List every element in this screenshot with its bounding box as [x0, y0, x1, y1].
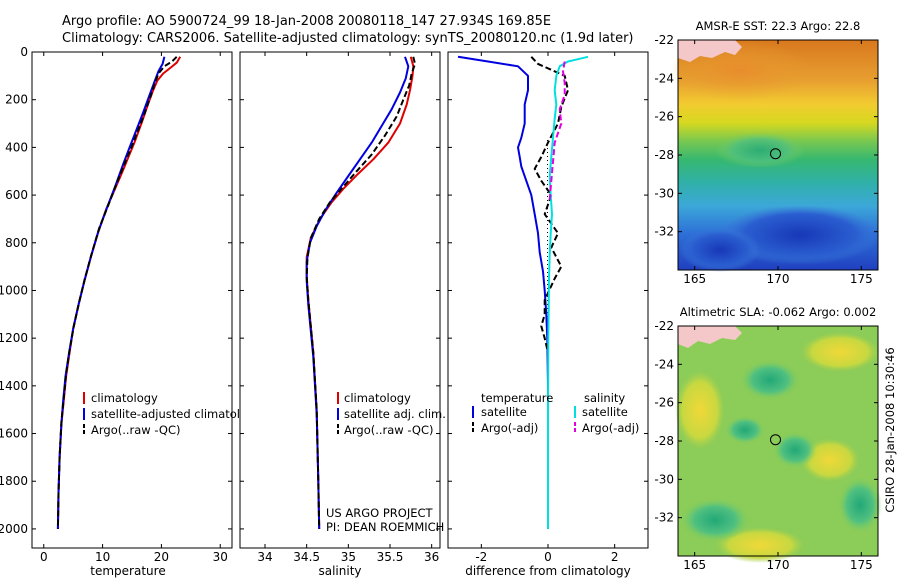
x-tick-label: 36	[424, 550, 439, 564]
y-tick-label: 1200	[0, 331, 28, 345]
map-y-tick-label: -30	[654, 472, 674, 486]
difference-legend: temperature salinity satellite Argo(-adj…	[472, 391, 639, 435]
legend-label-satellite: satellite adj. clim.	[344, 407, 446, 421]
y-tick-label: 0	[20, 45, 28, 59]
y-tick-label: 800	[5, 236, 28, 250]
map-y-tick-label: -26	[654, 396, 674, 410]
map-y-tick-label: -32	[654, 511, 674, 525]
x-tick-label: 0	[40, 550, 48, 564]
y-tick-label: 1400	[0, 379, 28, 393]
legend-label-sal-satellite: satellite	[582, 405, 628, 419]
map-y-tick-label: -24	[654, 71, 674, 85]
temperature-xlabel: temperature	[90, 564, 165, 578]
sla-yellow-blob	[800, 332, 880, 372]
map-y-tick-label: -26	[654, 110, 674, 124]
salinity-panel: 34 34.5 35 35.5 36 climatology satellite adj…	[239, 51, 446, 578]
sla-map-title: Altimetric SLA: -0.062 Argo: 0.002	[680, 305, 877, 319]
sla-green-blob-2	[773, 432, 817, 468]
series-salinity-satellite	[547, 55, 589, 529]
temperature-axes-frame	[31, 51, 233, 549]
x-tick-label: 20	[154, 550, 169, 564]
y-tick-label: 600	[5, 188, 28, 202]
y-tick-label: 2000	[0, 522, 28, 536]
temperature-panel: 0 10 20 30 0 200 400 600 800 1000 1200 1400 1600 1800…	[0, 45, 261, 578]
sla-argo-marker	[770, 434, 781, 446]
series-temperature-satellite	[457, 55, 549, 529]
sla-green-blob	[740, 360, 800, 400]
legend-label-sal-argo: Argo(-adj)	[582, 421, 639, 435]
salinity-axes-frame	[239, 51, 441, 549]
legend-label-temp-satellite: satellite	[481, 405, 527, 419]
legend-label-temp-argo: Argo(-adj)	[481, 421, 538, 435]
y-tick-label: 400	[5, 140, 28, 154]
map-x-tick-label: 170	[767, 272, 790, 286]
map-y-tick-label: -24	[654, 357, 674, 371]
x-tick-label: 0	[544, 550, 552, 564]
x-tick-label: 34.5	[293, 550, 320, 564]
x-tick-label: 10	[95, 550, 110, 564]
series-temperature-argo-adj-	[530, 56, 569, 353]
y-tick-label: 1000	[0, 283, 28, 297]
sst-land-patch	[678, 40, 742, 62]
x-tick-label: 2	[611, 550, 619, 564]
credit-line1: US ARGO PROJECT	[326, 506, 434, 520]
map-y-tick-label: -28	[654, 434, 674, 448]
map-y-tick-label: -28	[654, 148, 674, 162]
map-y-tick-label: -22	[654, 319, 674, 333]
map-x-tick-label: 175	[850, 272, 873, 286]
figure-title-line2: Climatology: CARS2006. Satellite-adjuste…	[62, 31, 634, 46]
legend-title-salinity: salinity	[584, 391, 625, 405]
credit-line2: PI: DEAN ROEMMICH	[326, 520, 444, 534]
x-tick-label: 34	[257, 550, 272, 564]
legend-label-satellite: satellite-adjusted climatology	[91, 407, 261, 421]
sst-green-blob	[715, 132, 805, 168]
salinity-xlabel: salinity	[318, 564, 361, 578]
legend-label-argo: Argo(..raw -QC)	[344, 423, 434, 437]
map-x-tick-label: 165	[683, 558, 706, 572]
x-tick-label: 35.5	[377, 550, 404, 564]
legend-label-climatology: climatology	[344, 391, 411, 405]
difference-xlabel: difference from climatology	[465, 564, 631, 578]
map-y-tick-label: -30	[654, 186, 674, 200]
map-y-tick-label: -32	[654, 225, 674, 239]
series-salinity-argo-adj-	[548, 61, 566, 200]
footer-timestamp: CSIRO 28-Jan-2008 10:30:46	[883, 347, 897, 512]
sla-green-blob-4	[838, 477, 882, 533]
sla-land-patch	[678, 326, 742, 348]
figure-title-line1: Argo profile: AO 5900724_99 18-Jan-2008 …	[62, 14, 551, 29]
map-x-tick-label: 170	[767, 558, 790, 572]
sst-map-panel: AMSR-E SST: 22.3 Argo: 22.8 165 170 175 -22…	[654, 19, 880, 286]
y-tick-label: 1800	[0, 474, 28, 488]
map-x-tick-label: 175	[850, 558, 873, 572]
sla-map-panel: Altimetric SLA: -0.062 Argo: 0.002 165 17…	[654, 305, 882, 572]
map-y-tick-label: -22	[654, 33, 674, 47]
map-x-tick-label: 165	[683, 272, 706, 286]
x-tick-label: -2	[475, 550, 487, 564]
sla-green-blob-5	[725, 416, 765, 444]
x-tick-label: 35	[341, 550, 356, 564]
y-tick-label: 1600	[0, 427, 28, 441]
temperature-legend: climatology satellite-adjusted climatolo…	[83, 391, 261, 437]
legend-title-temperature: temperature	[481, 391, 553, 405]
sst-argo-marker	[770, 148, 781, 160]
series-argo-raw-qc-	[305, 56, 416, 529]
sla-green-blob-3	[680, 498, 750, 542]
sst-map-title: AMSR-E SST: 22.3 Argo: 22.8	[696, 19, 861, 33]
legend-label-argo: Argo(..raw -QC)	[91, 423, 181, 437]
sla-yellow-blob-2	[675, 370, 725, 450]
salinity-legend: climatology satellite adj. clim. Argo(..…	[337, 391, 446, 437]
x-tick-label: 30	[213, 550, 228, 564]
sst-cool-blob-2	[680, 228, 760, 272]
legend-label-climatology: climatology	[91, 391, 158, 405]
difference-panel: -2 0 2 temperature salinity satellite Argo…	[447, 51, 649, 578]
y-tick-label: 200	[5, 93, 28, 107]
